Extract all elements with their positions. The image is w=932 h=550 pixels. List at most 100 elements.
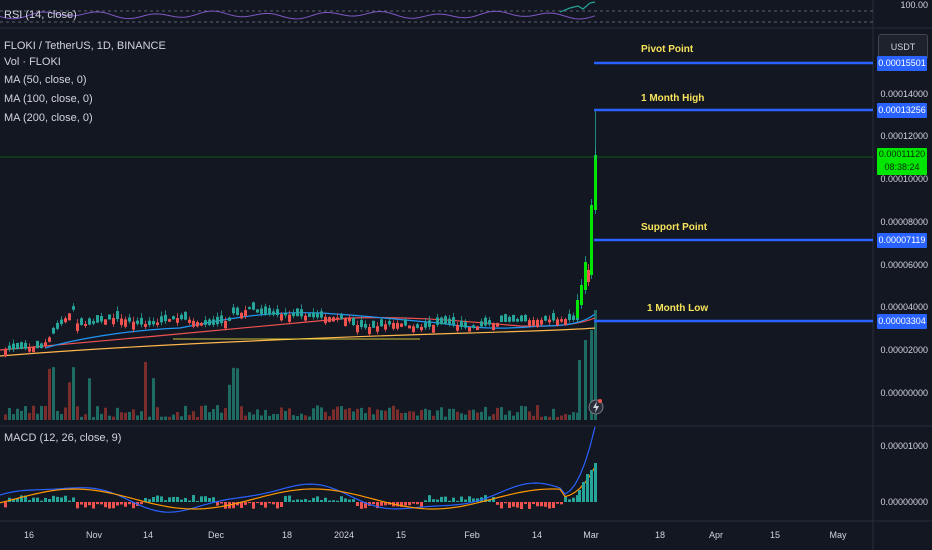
candle	[28, 347, 31, 352]
macd-histogram-bar	[244, 502, 247, 505]
candle	[480, 321, 483, 327]
candle	[64, 318, 67, 323]
candle	[564, 319, 567, 326]
volume-bar	[104, 407, 107, 420]
symbol-title[interactable]: FLOKI / TetherUS, 1D, BINANCE	[4, 40, 166, 52]
time-tick: 15	[769, 530, 781, 540]
candle	[268, 308, 271, 315]
volume-bar	[340, 406, 343, 420]
macd-histogram-bar	[56, 496, 59, 502]
candle	[416, 324, 419, 328]
macd-histogram-bar	[568, 499, 571, 502]
candle	[300, 309, 303, 317]
macd-histogram-bar	[448, 500, 451, 502]
volume-bar	[452, 408, 455, 420]
macd-histogram-bar	[548, 502, 551, 509]
candle	[108, 314, 111, 320]
candle	[260, 308, 263, 314]
volume-indicator-label[interactable]: Vol · FLOKI	[4, 56, 61, 68]
macd-histogram-bar	[192, 495, 195, 502]
candle	[568, 313, 571, 320]
candle	[92, 321, 95, 324]
volume-bar	[112, 416, 115, 420]
candle	[594, 155, 597, 210]
candle	[20, 342, 23, 349]
price-tick: 0.00010000	[880, 174, 928, 184]
volume-bar	[164, 416, 167, 420]
ma200-label[interactable]: MA (200, close, 0)	[4, 112, 93, 124]
volume-bar	[584, 340, 587, 420]
macd-histogram-bar	[88, 502, 91, 506]
candle	[492, 323, 495, 331]
volume-bar	[288, 408, 291, 420]
candle	[156, 322, 159, 325]
rsi-overbought-line	[559, 1, 596, 13]
candle	[40, 343, 43, 348]
volume-bar	[352, 411, 355, 420]
volume-bar	[480, 411, 483, 420]
candle	[444, 316, 447, 325]
pivot-price-tag: 0.00015501	[877, 56, 927, 71]
volume-bar	[528, 411, 531, 420]
volume-bar	[360, 407, 363, 420]
macd-histogram-bar	[292, 500, 295, 502]
macd-label[interactable]: MACD (12, 26, close, 9)	[4, 432, 122, 444]
macd-histogram-bar	[104, 502, 107, 508]
macd-histogram-bar	[304, 499, 307, 502]
candle	[316, 313, 319, 318]
volume-bar	[96, 406, 99, 420]
candle	[128, 317, 131, 322]
macd-histogram-bar	[288, 495, 291, 502]
candle	[140, 317, 143, 325]
volume-bar	[184, 405, 187, 420]
candle	[224, 320, 227, 329]
candle	[180, 314, 183, 320]
volume-bar	[44, 405, 47, 420]
ma50-label[interactable]: MA (50, close, 0)	[4, 74, 87, 86]
ma100-label[interactable]: MA (100, close, 0)	[4, 93, 93, 105]
macd-histogram-bar	[72, 497, 75, 502]
macd-histogram-bar	[40, 500, 43, 502]
macd-histogram-bar	[64, 495, 67, 502]
volume-bar	[572, 412, 575, 420]
macd-histogram-bar	[168, 497, 171, 502]
price-tick: 0.00000000	[880, 388, 928, 398]
macd-histogram-bar	[280, 502, 283, 507]
volume-bar	[424, 408, 427, 420]
candle	[56, 322, 59, 329]
macd-histogram-bar	[536, 502, 539, 507]
candle	[324, 316, 327, 324]
candle	[368, 326, 371, 335]
volume-bar	[116, 407, 119, 420]
volume-bar	[464, 414, 467, 420]
volume-bar	[52, 367, 55, 420]
candle	[532, 320, 535, 326]
macd-histogram-bar	[132, 502, 135, 509]
macd-panel	[0, 426, 597, 513]
macd-histogram-bar	[380, 502, 383, 506]
ma50-line	[44, 312, 596, 349]
flash-icon[interactable]	[588, 399, 604, 415]
candle	[428, 320, 431, 327]
current-price-tag: 0.00011120 08:38:24	[877, 148, 927, 175]
volume-bar	[92, 416, 95, 420]
macd-histogram-bar	[332, 500, 335, 502]
candle	[196, 322, 199, 327]
volume-bar	[476, 412, 479, 420]
candle	[472, 325, 475, 328]
macd-histogram-bar	[384, 502, 387, 506]
volume-bar	[540, 416, 543, 420]
volume-bar	[268, 415, 271, 420]
candle	[320, 311, 323, 318]
candle	[344, 318, 347, 327]
volume-bar	[180, 416, 183, 420]
volume-bar	[24, 406, 27, 420]
macd-histogram-bar	[464, 499, 467, 502]
volume-bar	[336, 406, 339, 420]
macd-histogram-bar	[208, 498, 211, 502]
candle	[304, 315, 307, 321]
candle	[580, 285, 583, 305]
macd-histogram-bar	[360, 502, 363, 509]
volume-bar	[68, 382, 71, 420]
